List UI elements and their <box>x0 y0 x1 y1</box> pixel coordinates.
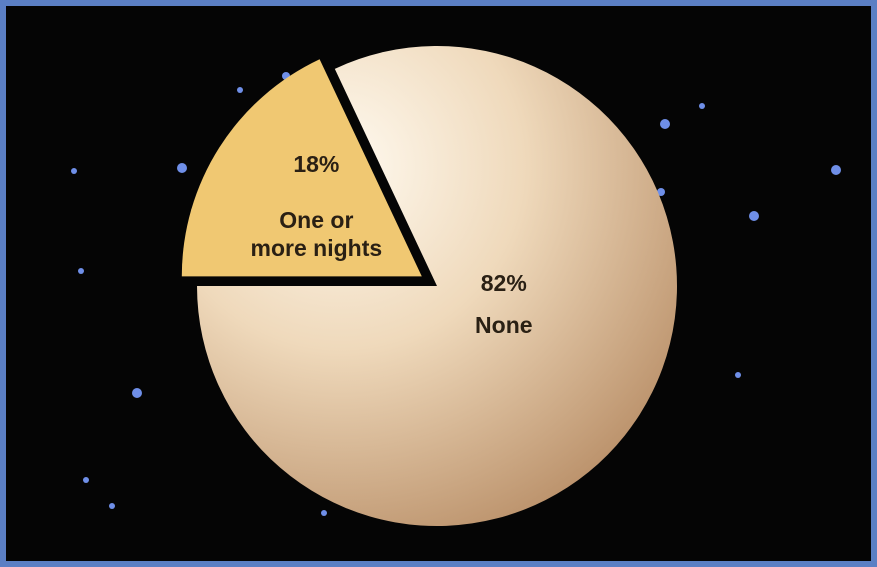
chart <box>71 46 841 527</box>
pie-slice <box>181 59 422 277</box>
slice-label: 18% <box>293 150 340 177</box>
pie-slice <box>197 46 678 527</box>
stars <box>71 72 841 516</box>
slice-label: 82% <box>480 269 527 296</box>
slice-category: None <box>475 311 533 338</box>
pie <box>181 46 678 527</box>
slice-category: One or more nights <box>250 206 383 261</box>
